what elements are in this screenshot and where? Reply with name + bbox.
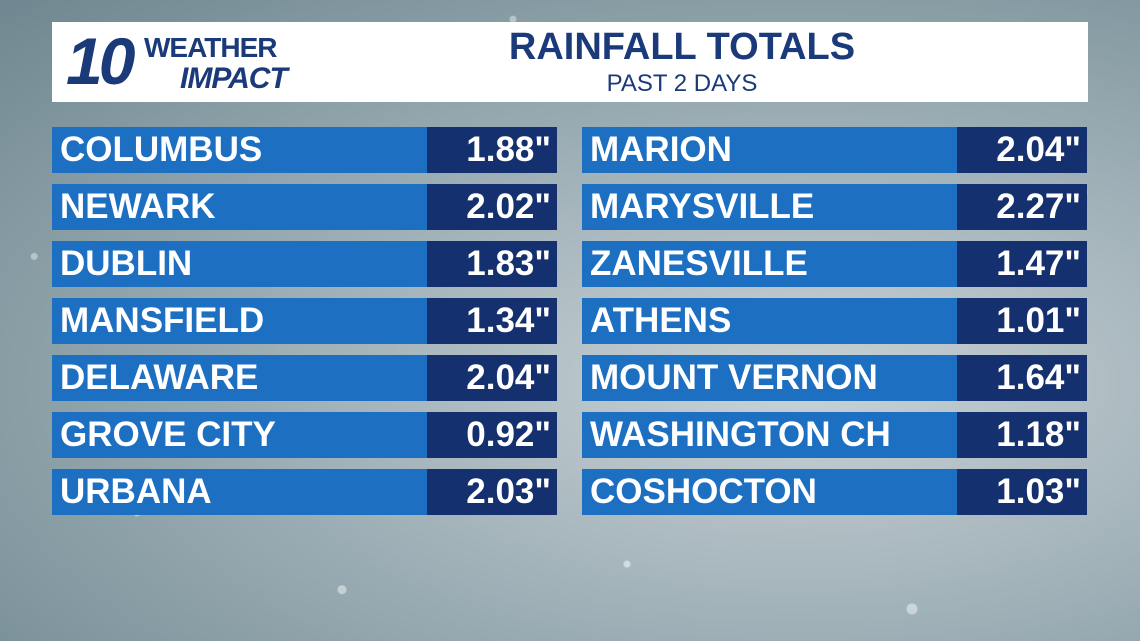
title: RAINFALL TOTALS bbox=[508, 26, 856, 68]
rainfall-value: 1.64" bbox=[957, 355, 1087, 401]
rainfall-value: 1.18" bbox=[957, 412, 1087, 458]
city-name: DELAWARE bbox=[52, 355, 427, 401]
city-name: MANSFIELD bbox=[52, 298, 427, 344]
table-row: WASHINGTON CH 1.18" bbox=[582, 412, 1087, 458]
table-row: ATHENS 1.01" bbox=[582, 298, 1087, 344]
rainfall-value: 0.92" bbox=[427, 412, 557, 458]
table-row: NEWARK 2.02" bbox=[52, 184, 557, 230]
rainfall-value: 1.88" bbox=[427, 127, 557, 173]
logo-text: WEATHER bbox=[144, 32, 277, 63]
city-name: COLUMBUS bbox=[52, 127, 427, 173]
rainfall-value: 2.27" bbox=[957, 184, 1087, 230]
table-row: GROVE CITY 0.92" bbox=[52, 412, 557, 458]
logo-number: 10 bbox=[66, 24, 135, 98]
table-row: MOUNT VERNON 1.64" bbox=[582, 355, 1087, 401]
table-row: MARYSVILLE 2.27" bbox=[582, 184, 1087, 230]
city-name: GROVE CITY bbox=[52, 412, 427, 458]
rainfall-value: 1.01" bbox=[957, 298, 1087, 344]
rainfall-value: 1.03" bbox=[957, 469, 1087, 515]
table-row: COSHOCTON 1.03" bbox=[582, 469, 1087, 515]
rainfall-value: 2.04" bbox=[427, 355, 557, 401]
rainfall-value: 2.02" bbox=[427, 184, 557, 230]
rainfall-value: 2.03" bbox=[427, 469, 557, 515]
city-name: ZANESVILLE bbox=[582, 241, 957, 287]
city-name: MARYSVILLE bbox=[582, 184, 957, 230]
city-name: NEWARK bbox=[52, 184, 427, 230]
rainfall-value: 1.47" bbox=[957, 241, 1087, 287]
city-name: COSHOCTON bbox=[582, 469, 957, 515]
subtitle: PAST 2 DAYS bbox=[606, 70, 758, 97]
table-row: MARION 2.04" bbox=[582, 127, 1087, 173]
rainfall-value: 1.83" bbox=[427, 241, 557, 287]
table-row: DELAWARE 2.04" bbox=[52, 355, 557, 401]
city-name: URBANA bbox=[52, 469, 427, 515]
logo-text: IMPACT bbox=[180, 62, 288, 95]
table-row: DUBLIN 1.83" bbox=[52, 241, 557, 287]
city-name: ATHENS bbox=[582, 298, 957, 344]
table-row: ZANESVILLE 1.47" bbox=[582, 241, 1087, 287]
rainfall-value: 2.04" bbox=[957, 127, 1087, 173]
city-name: MOUNT VERNON bbox=[582, 355, 957, 401]
table-row: URBANA 2.03" bbox=[52, 469, 557, 515]
rainfall-value: 1.34" bbox=[427, 298, 557, 344]
city-name: MARION bbox=[582, 127, 957, 173]
table-row: COLUMBUS 1.88" bbox=[52, 127, 557, 173]
table-row: MANSFIELD 1.34" bbox=[52, 298, 557, 344]
header: 10 WEATHER IMPACT RAINFALL TOTALS PAST 2… bbox=[52, 22, 1088, 102]
city-name: WASHINGTON CH bbox=[582, 412, 957, 458]
city-name: DUBLIN bbox=[52, 241, 427, 287]
